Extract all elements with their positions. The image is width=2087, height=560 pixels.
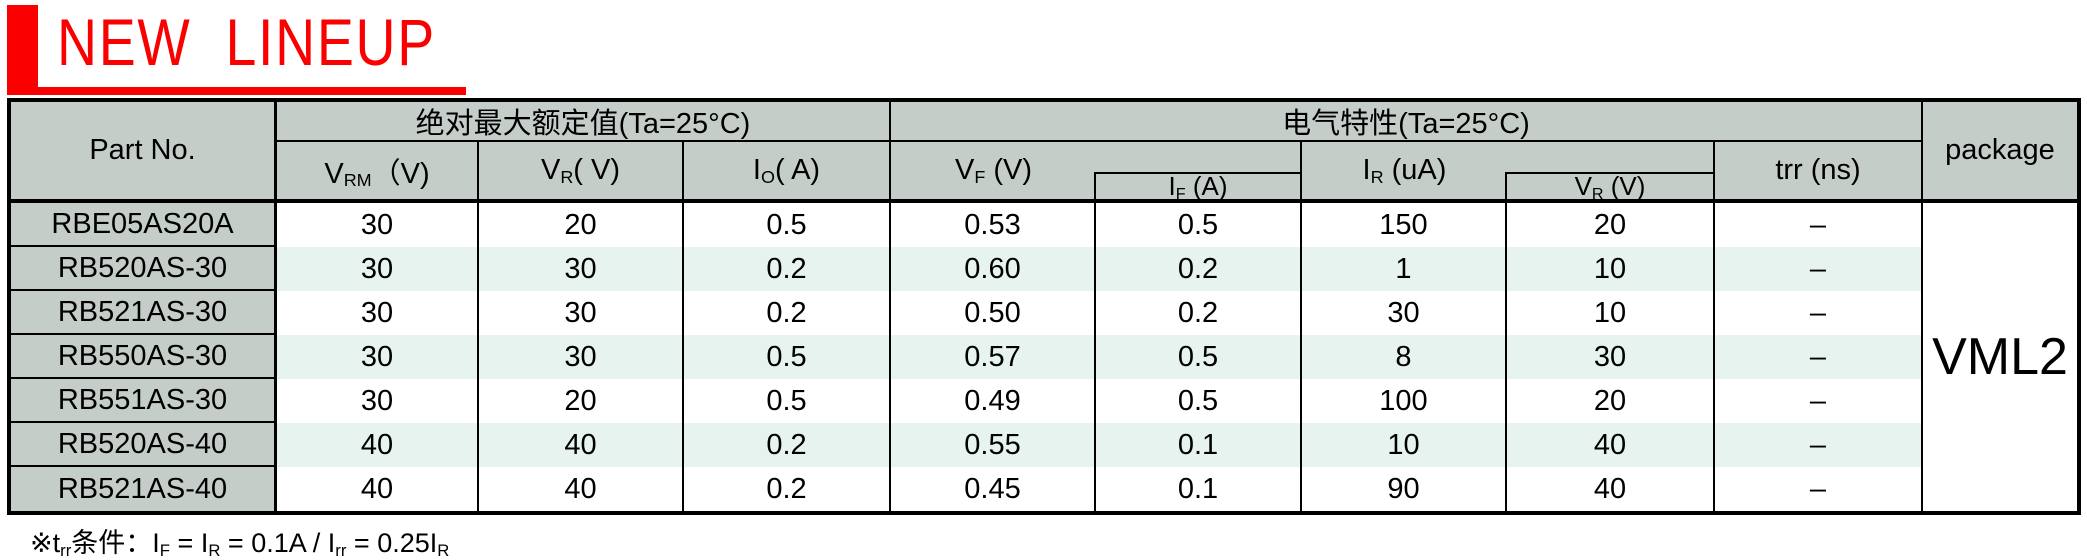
part-no-cell: RB521AS-40 [11,467,277,511]
trr-value: – [1715,247,1923,291]
ir-value: 30 [1302,291,1507,335]
vrm-value: 30 [277,247,479,291]
vr-value: 30 [479,335,684,379]
if-value: 0.5 [1096,379,1302,423]
column-header-trr: trr (ns) [1715,142,1923,203]
vrm-value: 40 [277,467,479,511]
ir-value: 90 [1302,467,1507,511]
ir-value: 150 [1302,203,1507,247]
ir-value: 100 [1302,379,1507,423]
vr2-value: 10 [1507,291,1715,335]
if-label: IF (A) [1168,171,1228,203]
io-value: 0.2 [684,467,891,511]
part-no-cell: RB520AS-30 [11,247,277,291]
vf-value: 0.60 [891,247,1096,291]
column-header-vr2-condition: VR (V) [1505,142,1715,203]
group-header-electrical-characteristics: 电气特性(Ta=25°C) [891,102,1923,142]
vr2-value: 30 [1507,335,1715,379]
vr2-label: VR (V) [1574,171,1646,203]
group-header-absolute-maximum: 绝对最大额定值(Ta=25°C) [277,102,891,142]
if-value: 0.2 [1096,247,1302,291]
if-value: 0.2 [1096,291,1302,335]
io-value: 0.2 [684,291,891,335]
vf-value: 0.53 [891,203,1096,247]
footnote-formula: IF = IR = 0.1A / Irr = 0.25IR [152,528,450,560]
lineup-table: Part No. 绝对最大额定值(Ta=25°C) 电气特性(Ta=25°C) … [7,98,2081,515]
io-value: 0.5 [684,203,891,247]
vf-value: 0.49 [891,379,1096,423]
vf-value: 0.57 [891,335,1096,379]
column-header-vrm: VRM（V) [277,142,479,203]
package-header: package [1923,102,2077,203]
if-value: 0.5 [1096,335,1302,379]
footnote: ※trr条件：IF = IR = 0.1A / Irr = 0.25IR [30,521,449,560]
io-value: 0.2 [684,423,891,467]
vr-value: 20 [479,203,684,247]
package-value: VML2 [1923,203,2077,511]
vrm-value: 30 [277,335,479,379]
vr-value: 40 [479,423,684,467]
vrm-value: 30 [277,379,479,423]
column-header-ir: IR (uA) [1302,142,1507,203]
vr2-value: 20 [1507,203,1715,247]
vr-value: 30 [479,247,684,291]
ir-value: 8 [1302,335,1507,379]
trr-value: – [1715,423,1923,467]
vr2-value: 10 [1507,247,1715,291]
part-no-cell: RB551AS-30 [11,379,277,423]
ir-value: 10 [1302,423,1507,467]
part-no-cell: RB520AS-40 [11,423,277,467]
part-no-cell: RB550AS-30 [11,335,277,379]
vf-value: 0.55 [891,423,1096,467]
page-title: NEW LINEUP [57,5,436,79]
ir-label: IR (uA) [1362,154,1447,187]
if-condition-box: IF (A) [1094,171,1300,203]
vrm-value: 40 [277,423,479,467]
title-underline [38,87,466,95]
trr-value: – [1715,379,1923,423]
vrm-label: VRM（V) [324,157,430,191]
title-accent-bar [7,5,38,95]
vrm-value: 30 [277,203,479,247]
io-value: 0.5 [684,335,891,379]
io-value: 0.2 [684,247,891,291]
trr-value: – [1715,291,1923,335]
vr2-value: 40 [1507,423,1715,467]
vr-value: 30 [479,291,684,335]
part-no-cell: RB521AS-30 [11,291,277,335]
vrm-value: 30 [277,291,479,335]
vr2-value: 40 [1507,467,1715,511]
footnote-prefix: ※trr条件： [30,528,153,560]
column-header-vr: VR( V) [479,142,684,203]
vf-value: 0.50 [891,291,1096,335]
column-header-if-condition: IF (A) [1094,142,1302,203]
if-value: 0.5 [1096,203,1302,247]
vr2-value: 20 [1507,379,1715,423]
vr-label: VR( V) [540,154,621,187]
column-header-vf: VF (V) [891,142,1096,203]
trr-value: – [1715,203,1923,247]
trr-value: – [1715,467,1923,511]
vr-value: 20 [479,379,684,423]
part-no-header: Part No. [11,102,277,203]
io-label: IO( A) [752,154,821,187]
if-value: 0.1 [1096,467,1302,511]
vf-label: VF (V) [954,154,1033,187]
trr-value: – [1715,335,1923,379]
part-no-cell: RBE05AS20A [11,203,277,247]
ir-value: 1 [1302,247,1507,291]
vr2-condition-box: VR (V) [1505,171,1713,203]
if-value: 0.1 [1096,423,1302,467]
column-header-io: IO( A) [684,142,891,203]
io-value: 0.5 [684,379,891,423]
vr-value: 40 [479,467,684,511]
vf-value: 0.45 [891,467,1096,511]
